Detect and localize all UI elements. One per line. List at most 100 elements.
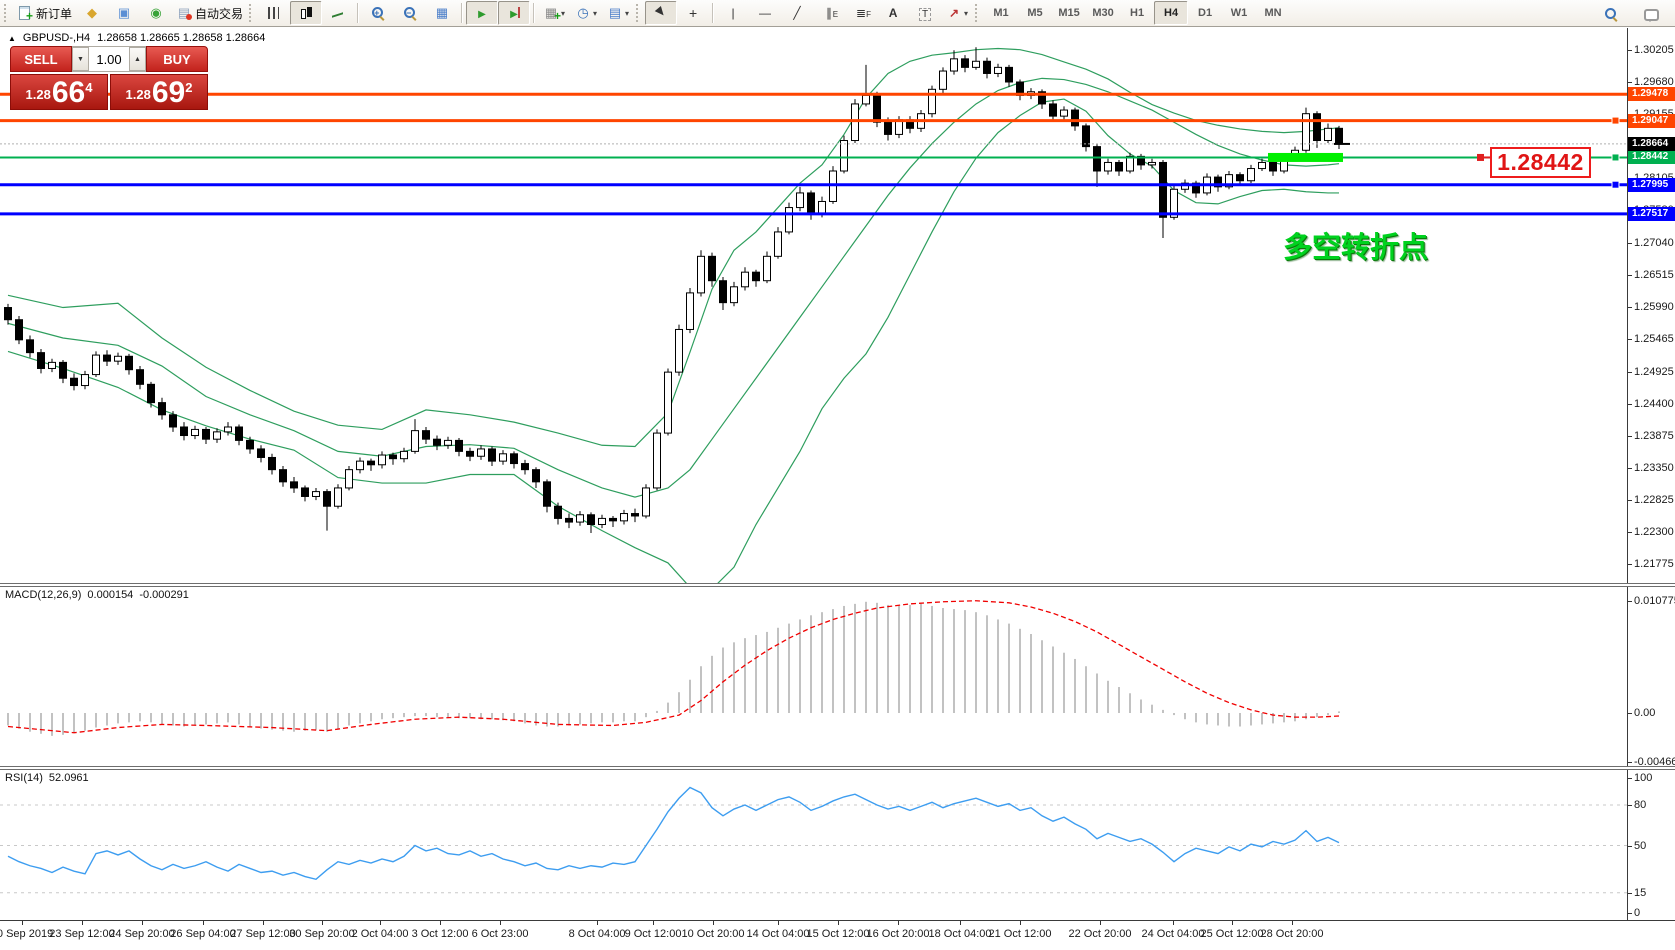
macd-panel[interactable]: MACD(12,26,9) 0.000154 -0.000291 [0, 586, 1627, 766]
sell-price-box[interactable]: 1.28 66 4 [10, 74, 108, 110]
label-tool-button[interactable] [909, 1, 941, 25]
signals-button[interactable] [140, 1, 172, 25]
candle-body [1115, 161, 1123, 172]
chat-button[interactable] [1635, 2, 1667, 26]
symbol-header: ▲ GBPUSD-,H4 1.28658 1.28665 1.28658 1.2… [8, 32, 265, 44]
new-chart-button[interactable]: ▾ [538, 1, 570, 25]
clock-icon [575, 5, 591, 21]
timeframe-h1-button[interactable]: H1 [1130, 7, 1145, 19]
candlestick-chart[interactable] [0, 28, 1627, 590]
timeframe-m15-button[interactable]: M15 [1058, 7, 1080, 19]
chart-shift-button[interactable] [498, 1, 531, 25]
time-tick-mark [898, 921, 899, 925]
trendline-tool-button[interactable] [781, 1, 813, 25]
rsi-name: RSI(14) [5, 772, 43, 784]
candle-body [675, 328, 683, 373]
candle-body [587, 514, 595, 526]
candle-body [972, 60, 980, 68]
axis-tick-mark [1628, 242, 1632, 244]
autotrading-button[interactable]: 自动交易 [172, 1, 247, 25]
terminal-button[interactable] [108, 1, 140, 25]
toolbar-grip[interactable] [4, 4, 10, 22]
candle-body [741, 271, 749, 288]
price-tick-label: 1.24925 [1634, 365, 1674, 378]
candle-body [136, 369, 144, 385]
panel-separator[interactable] [0, 766, 1675, 770]
line-chart-button[interactable] [322, 1, 354, 25]
tile-windows-button[interactable] [426, 1, 458, 25]
periodicity-button[interactable]: ▾ [570, 1, 602, 25]
macd-label-row: MACD(12,26,9) 0.000154 -0.000291 [5, 589, 189, 601]
timeframe-mn-button[interactable]: MN [1264, 7, 1282, 19]
search-icon [1603, 6, 1619, 22]
equidistant-channel-tool-button[interactable] [813, 1, 845, 25]
cursor-tool-button[interactable] [645, 1, 678, 25]
rsi-tick-label: 100 [1634, 772, 1653, 784]
rsi-tick-label: 50 [1634, 839, 1647, 852]
buy-price-point: 2 [185, 80, 193, 95]
price-tick-label: 1.27040 [1634, 236, 1674, 249]
sell-button[interactable]: SELL [10, 46, 72, 72]
zoom-out-button[interactable]: − [394, 1, 426, 25]
timeframe-m1-button[interactable]: M1 [993, 7, 1009, 19]
timeframe-d1-button[interactable]: D1 [1198, 7, 1213, 19]
price-tick-label: 1.26515 [1634, 268, 1674, 281]
buy-button[interactable]: BUY [146, 46, 208, 72]
time-axis-label: 15 Oct 12:00 [806, 928, 870, 940]
text-tool-button[interactable] [877, 1, 909, 25]
time-tick-mark [263, 921, 264, 925]
candle-body [1126, 155, 1134, 172]
axis-tick-mark [1628, 274, 1632, 276]
line-marker[interactable] [1611, 153, 1620, 162]
candlestick-chart-button[interactable] [290, 1, 323, 25]
toolbar-grip[interactable] [975, 4, 981, 22]
new-order-button[interactable]: 新订单 [13, 1, 76, 25]
highlighted-pivot-segment[interactable] [1268, 152, 1343, 162]
vertical-line-tool-button[interactable] [717, 1, 749, 25]
rsi-panel[interactable]: RSI(14) 52.0961 [0, 769, 1627, 920]
volume-value[interactable]: 1.00 [96, 51, 122, 67]
metaeditor-button[interactable] [76, 1, 108, 25]
zoom-in-button[interactable]: + [362, 1, 394, 25]
fibonacci-tool-button[interactable] [845, 1, 877, 25]
candle-body [1335, 127, 1343, 145]
time-axis-label: 18 Oct 04:00 [928, 928, 992, 940]
line-marker[interactable] [1611, 180, 1620, 189]
candle-body [532, 469, 540, 483]
price-axis[interactable]: 1.302051.296801.291551.286301.281051.275… [1627, 28, 1675, 920]
bar-chart-button[interactable] [258, 1, 290, 25]
time-axis-label: 24 Sep 20:00 [109, 928, 175, 940]
volume-increase-button[interactable]: ▲ [129, 47, 146, 71]
buy-price-box[interactable]: 1.28 69 2 [110, 74, 208, 110]
time-axis-label: 23 Sep 12:00 [49, 928, 115, 940]
crosshair-tool-button[interactable] [677, 1, 709, 25]
candle-body [928, 88, 936, 115]
collapse-trade-panel-icon[interactable]: ▲ [8, 33, 16, 43]
chat-icon [1643, 6, 1659, 22]
timeframe-h4-button[interactable]: H4 [1154, 1, 1189, 25]
callout-anchor-square[interactable] [1477, 153, 1484, 161]
toolbar-grip[interactable] [249, 4, 255, 22]
chevron-down-icon: ▾ [625, 8, 630, 18]
panel-separator[interactable] [0, 583, 1675, 587]
line-marker[interactable] [1611, 116, 1620, 125]
rsi-tick-label: 80 [1634, 799, 1647, 811]
arrows-tool-button[interactable]: ▾ [941, 1, 973, 25]
volume-decrease-button[interactable]: ▼ [72, 47, 89, 71]
search-button[interactable] [1595, 2, 1627, 26]
main-chart-panel[interactable]: ▲ GBPUSD-,H4 1.28658 1.28665 1.28658 1.2… [0, 28, 1627, 590]
toolbar-grip[interactable] [636, 4, 642, 22]
sell-price-int: 1.28 [25, 87, 51, 102]
sell-price-pips: 66 [51, 76, 86, 109]
time-tick-mark [838, 921, 839, 925]
candle-body [807, 192, 815, 215]
timeframe-m30-button[interactable]: M30 [1092, 7, 1114, 19]
timeframe-m5-button[interactable]: M5 [1027, 7, 1043, 19]
candle-body [1159, 161, 1167, 218]
timeframe-w1-button[interactable]: W1 [1230, 7, 1248, 19]
auto-scroll-button[interactable] [466, 1, 499, 25]
candle-body [796, 192, 804, 209]
horizontal-line-tool-button[interactable] [749, 1, 781, 25]
templates-button[interactable]: ▾ [602, 1, 634, 25]
